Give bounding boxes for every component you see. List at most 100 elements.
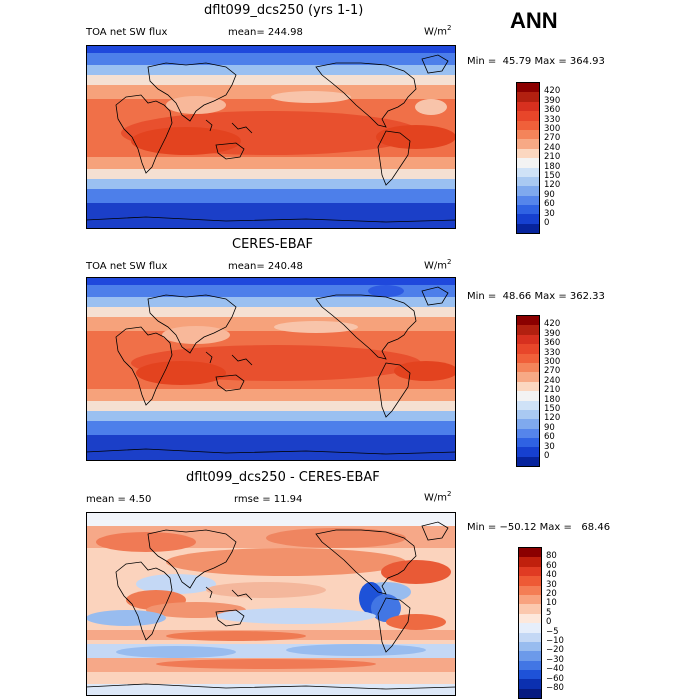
colorbar-tick-label: 10 [546,598,557,609]
colorbar-tick-label: 80 [546,551,557,562]
panel2-coastlines [86,286,456,455]
colorbar-tick-label: −80 [546,683,564,693]
colorbar-swatch [517,419,539,429]
colorbar-tick-label: 210 [544,152,561,163]
panel2-variable-label: TOA net SW flux [86,261,168,272]
colorbar-tick-label: 420 [544,319,561,330]
panel1-variable-label: TOA net SW flux [86,27,168,38]
colorbar-swatch [519,660,541,671]
colorbar-swatch [517,391,539,401]
colorbar-swatch [517,214,539,224]
colorbar-swatch [519,604,541,614]
colorbar-swatch [517,223,539,234]
colorbar-tick-label: 180 [544,161,561,172]
panel3-mean-label: mean = 4.50 [86,494,152,505]
panel3-min-max: Min = −50.12 Max = 68.46 [467,522,611,533]
colorbar-tick-label: 270 [544,133,561,144]
panel1-coastlines [86,54,456,223]
colorbar-tick-label: 240 [544,142,561,153]
colorbar-tick-label: −40 [546,664,564,675]
colorbar-swatch [517,381,539,392]
colorbar-swatch [519,670,541,680]
colorbar-swatch [517,428,539,439]
colorbar-swatch [519,623,541,633]
colorbar-tick-label: 120 [544,413,561,424]
colorbar-tick-label: −20 [546,645,564,656]
colorbar-tick-label: 5 [546,607,552,618]
colorbar-swatch [517,195,539,206]
panel3-map [86,512,456,696]
panel2-colorbar-swatches [516,315,540,468]
colorbar-swatch [519,688,541,699]
colorbar-swatch [517,83,539,93]
colorbar-tick-label: 30 [544,208,555,219]
colorbar-swatch [519,548,541,558]
colorbar-tick-label: 60 [546,560,557,571]
colorbar-tick-label: 30 [546,579,557,590]
colorbar-swatch [517,158,539,168]
colorbar-swatch [517,176,539,187]
colorbar-swatch [517,205,539,215]
colorbar-swatch [519,632,541,642]
colorbar-swatch [517,148,539,159]
colorbar-tick-label: 300 [544,357,561,367]
colorbar-swatch [517,447,539,457]
colorbar-swatch [517,167,539,177]
panel2-min-max: Min = 48.66 Max = 362.33 [467,291,605,302]
colorbar-tick-label: 60 [544,432,555,443]
colorbar-tick-label: −30 [546,654,564,665]
colorbar-tick-label: 360 [544,338,561,349]
colorbar-swatch [517,111,539,121]
colorbar-swatch [517,456,539,467]
colorbar-tick-label: 270 [544,366,561,377]
colorbar-tick-label: 300 [544,124,561,134]
colorbar-swatch [519,566,541,577]
colorbar-tick-label: 0 [546,617,552,628]
colorbar-swatch [517,129,539,140]
colorbar-tick-label: 420 [544,86,561,97]
colorbar-swatch [519,679,541,689]
colorbar-tick-label: 330 [544,114,561,125]
colorbar-tick-label: 390 [544,328,561,339]
panel2-map [86,277,456,461]
colorbar-swatch [519,557,541,567]
panel1-min-max: Min = 45.79 Max = 364.93 [467,56,605,67]
panel1-map [86,45,456,229]
colorbar-swatch [517,334,539,345]
colorbar-tick-label: 90 [544,189,555,200]
colorbar-tick-label: 150 [544,404,561,414]
colorbar-tick-label: 240 [544,375,561,386]
panel1-title: dflt099_dcs250 (yrs 1-1) [204,3,364,18]
panel2-units: W/m2 [424,258,452,272]
colorbar-tick-label: 330 [544,347,561,358]
colorbar-swatch [517,362,539,373]
season-label: ANN [510,8,558,33]
colorbar-tick-label: −10 [546,636,564,646]
colorbar-tick-label: 120 [544,180,561,191]
colorbar-swatch [517,344,539,354]
colorbar-tick-label: 210 [544,385,561,396]
panel1-colorbar-swatches [516,82,540,235]
colorbar-swatch [517,120,539,130]
colorbar-tick-label: 360 [544,105,561,116]
colorbar-swatch [519,651,541,661]
colorbar-tick-label: 150 [544,171,561,181]
colorbar-tick-label: 180 [544,394,561,405]
panel3-rmse-label: rmse = 11.94 [234,494,303,505]
colorbar-swatch [517,92,539,102]
panel3-units: W/m2 [424,490,452,504]
colorbar-swatch [517,438,539,448]
colorbar-swatch [517,186,539,196]
colorbar-swatch [517,353,539,363]
panel3-colorbar-swatches [518,547,542,700]
colorbar-swatch [519,613,541,624]
colorbar-swatch [517,316,539,326]
panel2-mean-label: mean= 240.48 [228,261,303,272]
colorbar-tick-label: 0 [544,218,550,228]
colorbar-swatch [519,594,541,605]
colorbar-tick-label: 60 [544,199,555,210]
colorbar-tick-label: 20 [546,589,557,599]
colorbar-tick-label: 90 [544,422,555,433]
colorbar-swatch [517,372,539,382]
panel1-mean-label: mean= 244.98 [228,27,303,38]
